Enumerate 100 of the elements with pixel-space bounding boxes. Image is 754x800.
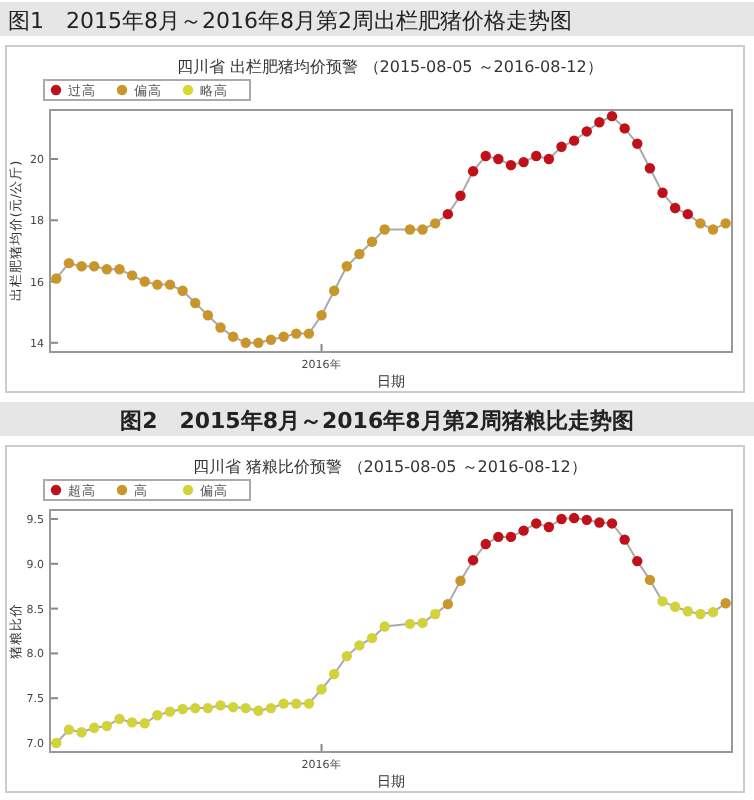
- point: [682, 606, 693, 617]
- point: [316, 684, 327, 695]
- point: [505, 531, 517, 543]
- point: [190, 297, 201, 309]
- point: [707, 224, 719, 235]
- point: [278, 331, 289, 342]
- point: [531, 518, 542, 529]
- chart-subtitle: 四川省 出栏肥猪均价预警 （2015-08-05 ～2016-08-12）: [177, 58, 603, 76]
- point: [354, 640, 365, 651]
- point: [278, 698, 289, 709]
- point: [291, 698, 302, 709]
- point: [430, 218, 441, 229]
- point: [164, 706, 176, 717]
- point: [303, 698, 315, 709]
- point: [139, 718, 150, 729]
- point: [568, 135, 580, 146]
- point: [543, 521, 555, 533]
- point: [316, 310, 327, 321]
- point: [581, 514, 592, 526]
- point: [568, 512, 580, 524]
- point: [215, 322, 226, 333]
- point: [556, 141, 567, 152]
- point: [265, 702, 277, 714]
- point: [63, 724, 75, 735]
- point: [202, 310, 214, 321]
- point: [139, 276, 150, 287]
- point: [265, 334, 277, 345]
- point: [63, 257, 75, 269]
- point: [632, 555, 643, 567]
- point: [341, 650, 352, 662]
- point: [89, 261, 100, 272]
- point: [455, 575, 466, 587]
- point: [442, 208, 454, 220]
- point: [619, 123, 630, 134]
- point: [531, 150, 542, 162]
- point: [695, 608, 706, 620]
- point: [379, 621, 390, 632]
- point: [581, 126, 592, 137]
- point: [240, 702, 251, 714]
- point: [682, 208, 693, 220]
- point: [89, 722, 100, 733]
- point: [152, 279, 163, 290]
- chart-title: 图1 2015年8月～2016年8月第2周出栏肥猪价格走势图: [8, 8, 572, 34]
- point: [51, 273, 62, 284]
- point: [657, 596, 668, 607]
- point: [202, 702, 214, 714]
- point: [480, 150, 491, 162]
- point: [619, 534, 630, 545]
- point: [341, 261, 352, 272]
- point: [505, 159, 517, 171]
- point: [51, 737, 62, 749]
- point: [493, 153, 504, 165]
- point: [467, 554, 479, 566]
- point: [480, 538, 491, 550]
- point: [404, 618, 416, 630]
- point: [303, 328, 315, 339]
- point: [101, 264, 113, 275]
- point: [366, 236, 378, 247]
- point: [518, 156, 529, 168]
- point: [518, 525, 529, 536]
- point: [328, 285, 340, 296]
- point: [240, 337, 251, 349]
- point: [227, 331, 239, 342]
- point: [291, 328, 302, 339]
- point: [543, 153, 555, 165]
- point: [669, 601, 681, 612]
- point: [114, 264, 125, 275]
- point: [695, 218, 706, 229]
- point: [606, 518, 618, 529]
- point: [669, 202, 681, 214]
- point: [594, 117, 605, 128]
- point: [455, 190, 466, 201]
- point: [366, 632, 378, 644]
- point: [114, 713, 125, 725]
- chart-subtitle: 四川省 猪粮比价预警 （2015-08-05 ～2016-08-12）: [193, 458, 587, 476]
- point: [404, 224, 416, 235]
- point: [720, 218, 731, 229]
- point: [594, 517, 605, 528]
- point: [720, 598, 731, 609]
- point: [76, 261, 87, 272]
- point: [467, 166, 479, 177]
- point: [632, 138, 643, 149]
- point: [493, 531, 504, 543]
- point: [76, 727, 87, 738]
- point: [417, 224, 428, 235]
- point: [606, 110, 618, 122]
- point: [164, 279, 176, 290]
- point: [126, 270, 138, 281]
- point: [126, 717, 138, 728]
- point: [556, 513, 567, 525]
- point: [177, 285, 188, 296]
- point: [644, 163, 656, 174]
- point: [354, 248, 365, 260]
- point: [657, 187, 668, 198]
- point: [430, 608, 441, 620]
- point: [442, 598, 454, 610]
- point: [253, 705, 264, 716]
- point: [152, 710, 163, 721]
- point: [215, 700, 226, 711]
- point: [227, 701, 239, 713]
